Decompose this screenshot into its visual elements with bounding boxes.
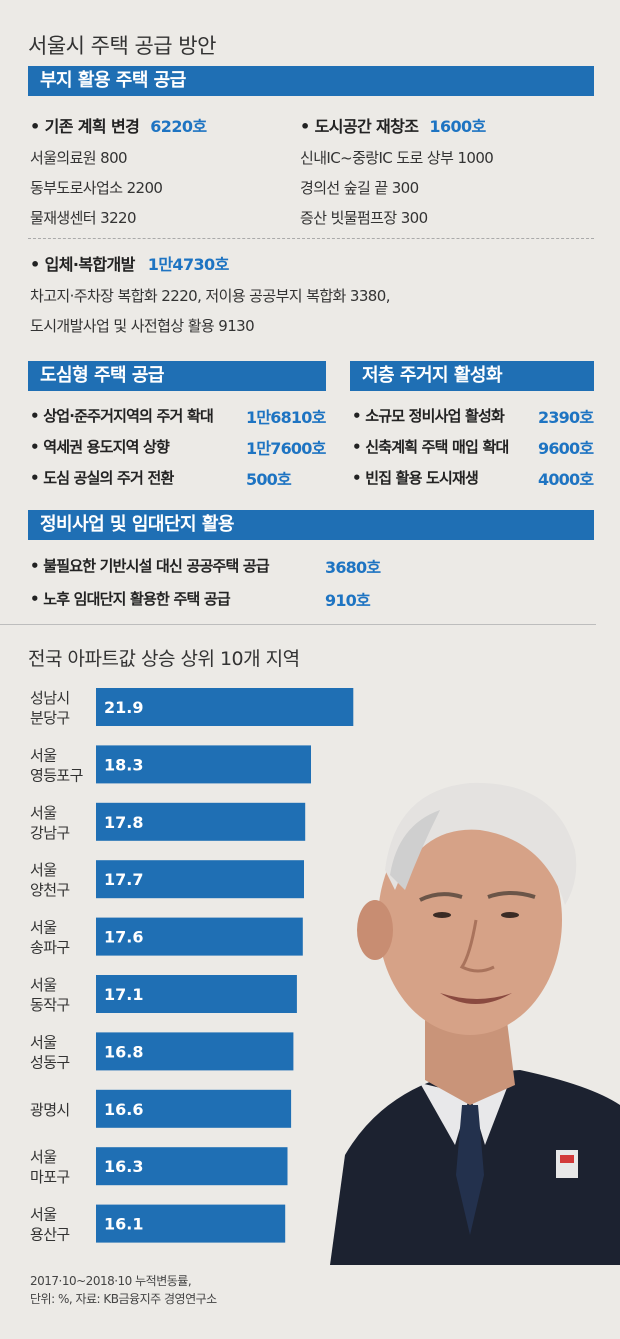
category-label: 서울 xyxy=(30,804,56,822)
renewal-item-label: • 불필요한 기반시설 대신 공공주택 공급 xyxy=(30,557,270,575)
bar-value-label: 16.3 xyxy=(104,1157,143,1176)
renewal-item-label: • 노후 임대단지 활용한 주택 공급 xyxy=(30,590,231,608)
land-bottom-label: • 입체·복합개발 xyxy=(30,255,135,274)
category-label: 양천구 xyxy=(30,881,70,899)
bar-chart: 21.9성남시분당구18.3서울영등포구17.8서울강남구17.7서울양천구17… xyxy=(30,688,620,1265)
land-bottom-row: 도시개발사업 및 사전협상 활용 9130 xyxy=(30,317,255,335)
category-label: 분당구 xyxy=(30,709,70,727)
land-left-row: 서울의료원 800 xyxy=(30,149,128,167)
bar-value-label: 17.1 xyxy=(104,985,143,1004)
lowrise-item-value: 9600호 xyxy=(538,439,594,458)
land-right-row: 증산 빗물펌프장 300 xyxy=(300,209,428,227)
urban-item-value: 1만6810호 xyxy=(246,408,326,427)
section-header-lowrise: 저층 주거지 활성화 xyxy=(350,361,594,391)
land-bottom-value: 1만4730호 xyxy=(147,255,230,274)
urban-item-label: • 도심 공실의 주거 전환 xyxy=(30,469,174,487)
bar xyxy=(96,1147,288,1186)
land-right-row: 신내IC~중랑IC 도로 상부 1000 xyxy=(300,149,494,167)
bar-value-label: 17.8 xyxy=(104,813,143,832)
section-header-land: 부지 활용 주택 공급 xyxy=(28,66,594,96)
category-label: 서울 xyxy=(30,1033,56,1051)
category-label: 강남구 xyxy=(30,824,70,842)
bar-value-label: 17.6 xyxy=(104,928,143,947)
chart-footnote: 단위: %, 자료: KB금융지주 경영연구소 xyxy=(30,1292,217,1306)
bar xyxy=(96,802,306,841)
section-divider xyxy=(0,624,596,625)
category-label: 마포구 xyxy=(30,1168,70,1186)
category-label: 서울 xyxy=(30,919,56,937)
category-label: 서울 xyxy=(30,1206,56,1224)
land-bottom-row: 차고지·주차장 복합화 2220, 저이용 공공부지 복합화 3380, xyxy=(30,287,390,305)
category-label: 송파구 xyxy=(30,939,70,957)
lowrise-item-value: 2390호 xyxy=(538,408,594,427)
land-bottom-heading: • 입체·복합개발 1만4730호 xyxy=(30,251,229,275)
urban-item-label: • 역세권 용도지역 상향 xyxy=(30,438,170,456)
land-divider xyxy=(28,238,594,239)
land-left-heading: • 기존 계획 변경 6220호 xyxy=(30,113,207,137)
bar-value-label: 16.1 xyxy=(104,1215,143,1234)
renewal-item-value: 3680호 xyxy=(325,558,381,577)
section-header-renewal: 정비사업 및 임대단지 활용 xyxy=(28,510,594,540)
land-left-row: 물재생센터 3220 xyxy=(30,209,137,227)
category-label: 서울 xyxy=(30,976,56,994)
bar-value-label: 18.3 xyxy=(104,755,143,774)
bar-value-label: 16.6 xyxy=(104,1100,143,1119)
bar xyxy=(96,745,311,784)
land-left-label: • 기존 계획 변경 xyxy=(30,117,140,136)
land-left-value: 6220호 xyxy=(150,117,207,136)
page-title: 서울시 주택 공급 방안 xyxy=(28,34,216,58)
bar xyxy=(96,1089,292,1128)
category-label: 서울 xyxy=(30,1148,56,1166)
urban-item-value: 500호 xyxy=(246,470,292,489)
urban-item-label: • 상업·준주거지역의 주거 확대 xyxy=(30,407,214,425)
land-right-label: • 도시공간 재창조 xyxy=(300,117,419,136)
land-right-value: 1600호 xyxy=(429,117,486,136)
lowrise-item-label: • 소규모 정비사업 활성화 xyxy=(352,407,505,425)
bar-value-label: 16.8 xyxy=(104,1042,143,1061)
bar xyxy=(96,1204,286,1243)
person-portrait-icon xyxy=(330,782,620,1265)
lowrise-item-label: • 신축계획 주택 매입 확대 xyxy=(352,438,509,456)
lowrise-item-label: • 빈집 활용 도시재생 xyxy=(352,469,479,487)
lowrise-item-value: 4000호 xyxy=(538,470,594,489)
chart-footnote: 2017·10~2018·10 누적변동률, xyxy=(30,1274,192,1288)
category-label: 성남시 xyxy=(30,689,70,707)
category-label: 광명시 xyxy=(30,1101,70,1119)
category-label: 서울 xyxy=(30,861,56,879)
land-right-heading: • 도시공간 재창조 1600호 xyxy=(300,113,486,137)
category-label: 서울 xyxy=(30,746,56,764)
bar xyxy=(96,860,304,899)
land-right-row: 경의선 숲길 끝 300 xyxy=(300,179,419,197)
land-left-row: 동부도로사업소 2200 xyxy=(30,179,163,197)
chart-title: 전국 아파트값 상승 상위 10개 지역 xyxy=(28,648,300,670)
bar xyxy=(96,975,297,1013)
bar-value-label: 17.7 xyxy=(104,870,143,889)
bar xyxy=(96,917,303,956)
bar-value-label: 21.9 xyxy=(104,698,143,717)
category-label: 용산구 xyxy=(30,1226,70,1244)
renewal-item-value: 910호 xyxy=(325,591,371,610)
section-header-urban: 도심형 주택 공급 xyxy=(28,361,326,391)
bar xyxy=(96,1032,294,1071)
bar xyxy=(96,688,354,726)
category-label: 동작구 xyxy=(30,996,70,1014)
category-label: 성동구 xyxy=(30,1053,70,1071)
bars-group: 21.9성남시분당구18.3서울영등포구17.8서울강남구17.7서울양천구17… xyxy=(30,688,354,1244)
urban-item-value: 1만7600호 xyxy=(246,439,326,458)
category-label: 영등포구 xyxy=(30,766,83,784)
